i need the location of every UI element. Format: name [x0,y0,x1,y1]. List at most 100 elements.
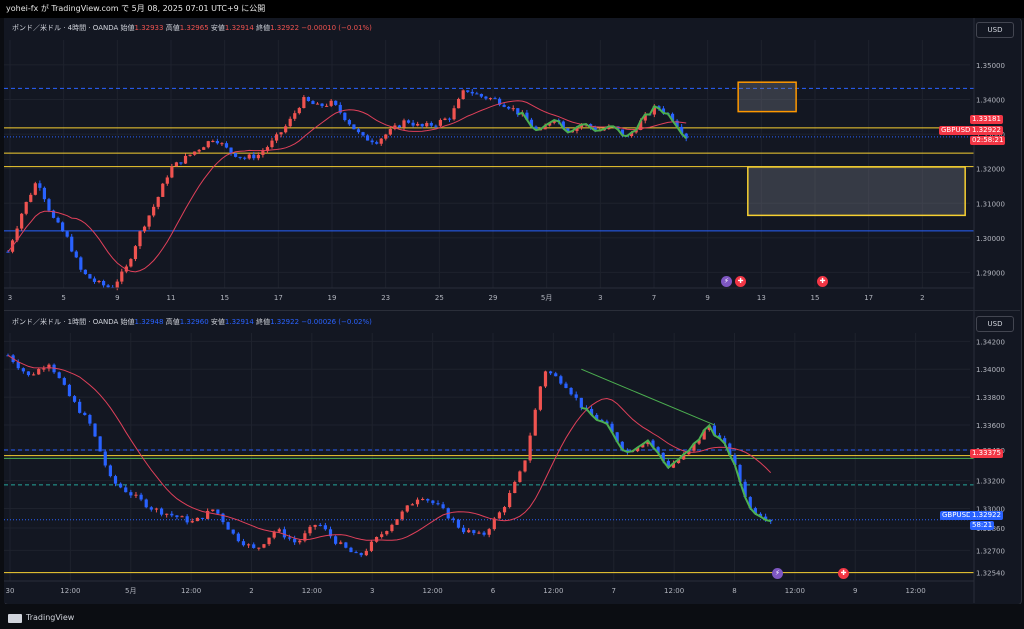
bottom-chart-pane[interactable]: 1.342001.340001.338001.336001.334201.332… [4,311,1020,603]
pane-background [4,18,1020,310]
candle-body [195,517,200,522]
candle-body [643,114,647,121]
candle-body [243,157,247,159]
x-tick-label: 9 [853,587,857,595]
symbol-tag: GBPUSD [939,126,973,135]
candle-body [106,285,110,288]
candle-body [113,476,118,484]
currency-button[interactable]: USD [976,22,1014,38]
tradingview-logo[interactable]: TradingView [8,608,74,629]
low-value: 1.32914 [224,24,254,32]
candle-body [426,499,430,501]
candle-body [493,98,497,100]
top-candlestick-chart[interactable]: 1.35000 1.34000 1.33000 1.32000 1.31000 1.300… [4,18,1020,310]
candle-body [543,371,548,387]
x-tick-label: 9 [115,294,119,302]
candle-body [397,125,402,128]
candle-body [298,540,302,543]
x-tick-label: 6 [491,587,496,595]
candle-body [656,447,660,453]
candle-body [352,124,356,130]
candle-body [236,533,240,542]
pane-separator[interactable] [4,310,1020,311]
x-tick-label: 3 [8,294,12,302]
candle-body [443,118,447,120]
candle-body [410,504,414,506]
candle-body [359,552,363,556]
high-label: 高値 [165,318,180,326]
candle-body [277,529,281,532]
x-tick-label: 9 [705,294,709,302]
candle-body [533,409,537,436]
x-tick-label: 29 [489,294,498,302]
candle-body [470,91,474,94]
currency-button[interactable]: USD [976,316,1014,332]
uk-flag-icon[interactable]: ✚ [838,568,849,579]
candle-body [666,460,670,468]
candle-body [185,516,189,523]
candle-body [364,550,368,556]
bottom-candlestick-chart[interactable]: 1.342001.340001.338001.336001.334201.332… [4,311,1020,603]
candle-body [528,435,532,461]
candle-body [24,201,28,214]
candle-body [466,90,470,92]
footer: TradingView [0,604,1024,624]
candle-body [620,129,625,136]
candle-body [497,98,502,105]
top-chart-pane[interactable]: 1.35000 1.34000 1.33000 1.32000 1.31000 1.300… [4,18,1020,310]
candle-body [216,509,220,514]
candle-body [74,251,78,258]
candle-body [605,421,609,424]
y-tick-label: 1.29000 [976,269,1005,277]
symbol-tag: GBPUSD [940,511,974,520]
uk-flag-icon[interactable]: ✚ [817,276,828,287]
candle-body [165,513,169,515]
x-tick-label: 7 [612,587,616,595]
lightning-icon[interactable]: ⚡ [772,568,783,579]
candle-body [566,128,570,133]
candle-body [170,166,174,178]
candle-body [313,524,317,527]
candle-body [425,123,429,127]
y-tick-label: 1.35000 [976,62,1005,70]
candle-body [202,147,206,150]
candle-body [315,103,320,105]
candle-body [282,529,287,538]
candle-body [475,93,479,95]
candle-body [206,510,210,519]
candle-body [257,547,261,549]
x-tick-label: 19 [328,294,337,302]
candle-body [29,194,33,202]
change-value: −0.00010 (−0.01%) [301,24,372,32]
candle-body [211,140,215,142]
x-tick-label: 5月 [541,294,552,302]
candle-body [421,499,425,501]
candle-body [564,383,568,388]
candle-body [129,492,133,496]
candle-body [461,90,465,100]
candle-body [574,394,578,398]
high-value: 1.32960 [179,318,209,326]
candle-body [267,537,271,545]
candle-body [20,213,24,229]
candle-body [318,524,322,526]
uk-flag-icon[interactable]: ✚ [735,276,746,287]
candle-body [134,494,138,496]
candle-body [21,368,25,372]
candle-body [589,408,594,415]
candle-body [436,503,440,505]
lightning-icon[interactable]: ⚡ [721,276,732,287]
candle-body [197,149,201,152]
candle-body [525,112,529,120]
candle-body [675,120,679,127]
candle-body [447,118,452,120]
candle-body [502,104,506,107]
candle-body [487,529,491,535]
candle-body [15,228,19,241]
candle-body [507,106,511,109]
candle-body [400,511,404,520]
candle-body [293,113,297,119]
candle-body [156,196,160,207]
candle-body [579,397,583,408]
candle-body [488,98,493,100]
